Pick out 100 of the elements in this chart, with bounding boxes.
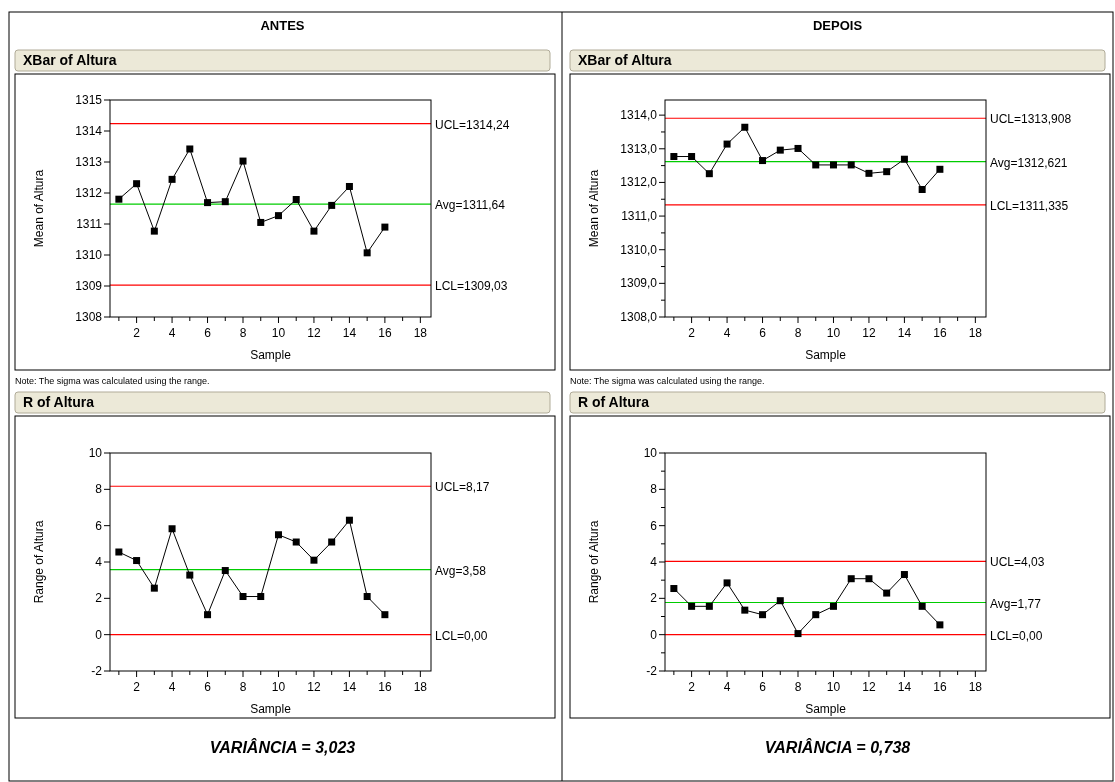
x-tick-label: 8 bbox=[794, 680, 802, 694]
x-tick-label: 4 bbox=[168, 680, 176, 694]
y-tick-label: 1312 bbox=[75, 186, 103, 200]
point bbox=[829, 161, 837, 169]
x-tick-label: 4 bbox=[168, 326, 176, 340]
point bbox=[705, 170, 713, 178]
y-axis-title: Mean of Altura bbox=[587, 169, 601, 248]
point bbox=[150, 584, 158, 592]
point bbox=[274, 212, 282, 220]
point bbox=[688, 153, 696, 161]
y-tick-label: 10 bbox=[88, 446, 103, 460]
point bbox=[741, 606, 749, 614]
x-tick-label: 2 bbox=[133, 680, 141, 694]
y-tick-label: 0 bbox=[95, 627, 103, 642]
point bbox=[865, 169, 873, 177]
point bbox=[115, 548, 123, 556]
ref-line-label: LCL=0,00 bbox=[990, 628, 1043, 643]
x-tick-label: 12 bbox=[862, 326, 876, 340]
y-tick-label: 1308,0 bbox=[620, 310, 658, 324]
point bbox=[363, 593, 371, 601]
point bbox=[221, 567, 229, 575]
point bbox=[900, 155, 908, 163]
text: VARIÂNCIA = 3,023 bbox=[209, 738, 356, 756]
x-tick-label: 12 bbox=[862, 680, 876, 694]
point bbox=[257, 593, 265, 601]
x-tick-label: 18 bbox=[413, 680, 428, 694]
x-tick-label: 6 bbox=[204, 680, 212, 694]
x-tick-label: 12 bbox=[307, 326, 321, 340]
x-tick-label: 14 bbox=[342, 680, 357, 694]
point bbox=[363, 249, 371, 257]
y-tick-label: 1314,0 bbox=[620, 108, 658, 123]
y-tick-label: -2 bbox=[91, 664, 103, 678]
point bbox=[847, 575, 855, 583]
ref-line-label: LCL=0,00 bbox=[435, 628, 488, 643]
point bbox=[670, 153, 678, 161]
y-tick-label: 6 bbox=[650, 518, 658, 533]
x-axis-title: Sample bbox=[805, 702, 847, 716]
y-tick-label: 2 bbox=[95, 591, 103, 606]
x-axis-title: Sample bbox=[250, 702, 292, 716]
y-tick-label: 4 bbox=[95, 555, 103, 569]
y-tick-label: 10 bbox=[643, 446, 658, 460]
point bbox=[688, 602, 696, 610]
point bbox=[239, 593, 247, 601]
ref-line-label: UCL=1314,24 bbox=[435, 117, 510, 132]
y-tick-label: 8 bbox=[650, 482, 658, 497]
point bbox=[204, 199, 212, 207]
point bbox=[918, 185, 926, 193]
x-tick-label: 14 bbox=[897, 326, 912, 340]
ref-line-label: Avg=1311,64 bbox=[435, 198, 506, 213]
x-tick-label: 4 bbox=[723, 326, 731, 340]
point bbox=[741, 123, 749, 131]
x-tick-label: 18 bbox=[968, 680, 983, 694]
point bbox=[292, 538, 300, 546]
y-tick-label: 1311 bbox=[76, 217, 103, 231]
text: Note: The sigma was calculated using the range. bbox=[570, 376, 765, 386]
point bbox=[847, 161, 855, 169]
x-tick-label: 18 bbox=[968, 326, 983, 340]
x-tick-label: 2 bbox=[133, 326, 141, 340]
y-tick-label: 0 bbox=[650, 627, 658, 642]
y-tick-label: 1310 bbox=[75, 248, 103, 262]
y-tick-label: 8 bbox=[95, 482, 103, 497]
point bbox=[186, 145, 194, 153]
point bbox=[168, 525, 176, 533]
text: ANTES bbox=[260, 18, 305, 33]
point bbox=[274, 531, 282, 539]
point bbox=[328, 538, 336, 546]
point bbox=[186, 571, 194, 579]
text: Note: The sigma was calculated using the range. bbox=[15, 376, 210, 386]
point bbox=[133, 557, 141, 565]
point bbox=[292, 196, 300, 204]
chart-title: R of Altura bbox=[23, 394, 95, 410]
point bbox=[168, 175, 176, 183]
ref-line-label: UCL=4,03 bbox=[990, 555, 1045, 570]
y-tick-label: 1313 bbox=[75, 155, 103, 169]
x-tick-label: 10 bbox=[271, 326, 286, 340]
point bbox=[670, 585, 678, 593]
text: DEPOIS bbox=[812, 18, 863, 33]
x-tick-label: 10 bbox=[271, 680, 286, 694]
point bbox=[794, 630, 802, 638]
y-tick-label: 1312,0 bbox=[620, 175, 658, 190]
point bbox=[310, 556, 318, 564]
x-tick-label: 16 bbox=[933, 680, 947, 694]
y-tick-label: 4 bbox=[650, 555, 658, 569]
point bbox=[328, 201, 336, 209]
point bbox=[776, 597, 784, 605]
y-axis-title: Range of Altura bbox=[587, 520, 601, 604]
point bbox=[381, 611, 389, 619]
x-tick-label: 8 bbox=[794, 326, 802, 340]
y-axis-title: Range of Altura bbox=[32, 520, 46, 604]
text: VARIÂNCIA = 0,738 bbox=[764, 738, 911, 756]
x-tick-label: 10 bbox=[826, 326, 841, 340]
y-tick-label: 2 bbox=[650, 591, 658, 606]
x-tick-label: 16 bbox=[933, 326, 947, 340]
x-tick-label: 6 bbox=[759, 680, 767, 694]
point bbox=[310, 227, 318, 235]
x-tick-label: 8 bbox=[239, 680, 247, 694]
point bbox=[204, 611, 212, 619]
point bbox=[883, 589, 891, 597]
x-axis-title: Sample bbox=[805, 348, 847, 362]
ref-line-label: LCL=1309,03 bbox=[435, 279, 508, 294]
